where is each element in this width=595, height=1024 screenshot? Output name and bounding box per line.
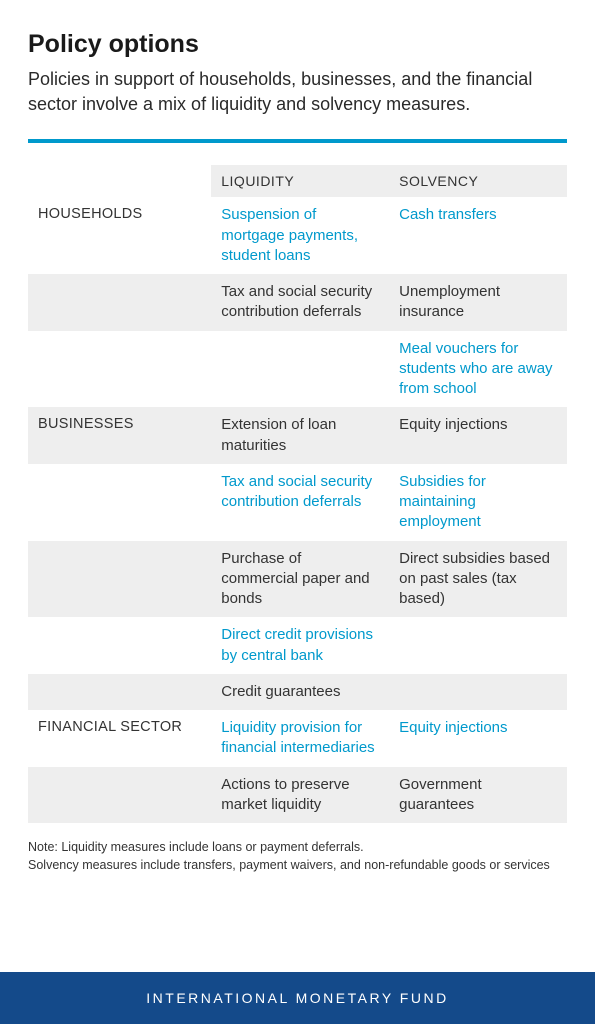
category-cell: FINANCIAL SECTOR [28,710,211,767]
table-row: BUSINESSESExtension of loan maturitiesEq… [28,407,567,464]
table-row: Tax and social security contribution def… [28,274,567,331]
solvency-cell: Cash transfers [389,197,567,274]
liquidity-cell: Suspension of mortgage payments, student… [211,197,389,274]
solvency-cell: Unemployment insurance [389,274,567,331]
solvency-cell [389,617,567,674]
table-row: Meal vouchers for students who are away … [28,331,567,408]
category-cell [28,464,211,541]
table-row: Direct credit provisions by central bank [28,617,567,674]
table-row: FINANCIAL SECTORLiquidity provision for … [28,710,567,767]
solvency-cell: Meal vouchers for students who are away … [389,331,567,408]
table-row: Credit guarantees [28,674,567,710]
category-cell [28,674,211,710]
policy-table: LIQUIDITY SOLVENCY HOUSEHOLDSSuspension … [28,165,567,823]
solvency-cell: Government guarantees [389,767,567,824]
footnote-line-2: Solvency measures include transfers, pay… [28,857,567,875]
liquidity-cell [211,331,389,408]
category-cell [28,767,211,824]
content-area: Policy options Policies in support of ho… [0,0,595,972]
liquidity-cell: Extension of loan maturities [211,407,389,464]
divider-bar [28,139,567,143]
category-cell: HOUSEHOLDS [28,197,211,274]
category-cell [28,541,211,618]
liquidity-cell: Liquidity provision for financial interm… [211,710,389,767]
table-row: Purchase of commercial paper and bondsDi… [28,541,567,618]
footer-org: INTERNATIONAL MONETARY FUND [146,990,448,1006]
table-header-solvency: SOLVENCY [389,165,567,197]
liquidity-cell: Tax and social security contribution def… [211,274,389,331]
liquidity-cell: Credit guarantees [211,674,389,710]
category-cell: BUSINESSES [28,407,211,464]
page-subtitle: Policies in support of households, busin… [28,67,567,117]
solvency-cell: Equity injections [389,407,567,464]
solvency-cell: Equity injections [389,710,567,767]
solvency-cell [389,674,567,710]
solvency-cell: Direct subsidies based on past sales (ta… [389,541,567,618]
solvency-cell: Subsidies for maintaining employment [389,464,567,541]
liquidity-cell: Actions to preserve market liquidity [211,767,389,824]
table-header-empty [28,165,211,197]
liquidity-cell: Direct credit provisions by central bank [211,617,389,674]
table-header-row: LIQUIDITY SOLVENCY [28,165,567,197]
table-header-liquidity: LIQUIDITY [211,165,389,197]
liquidity-cell: Tax and social security contribution def… [211,464,389,541]
table-body: HOUSEHOLDSSuspension of mortgage payment… [28,197,567,823]
footnote-line-1: Note: Liquidity measures include loans o… [28,839,567,857]
footer-bar: INTERNATIONAL MONETARY FUND [0,972,595,1024]
page-title: Policy options [28,30,567,59]
footnote: Note: Liquidity measures include loans o… [28,839,567,874]
category-cell [28,331,211,408]
category-cell [28,617,211,674]
table-row: Actions to preserve market liquidityGove… [28,767,567,824]
table-row: Tax and social security contribution def… [28,464,567,541]
category-cell [28,274,211,331]
table-row: HOUSEHOLDSSuspension of mortgage payment… [28,197,567,274]
liquidity-cell: Purchase of commercial paper and bonds [211,541,389,618]
